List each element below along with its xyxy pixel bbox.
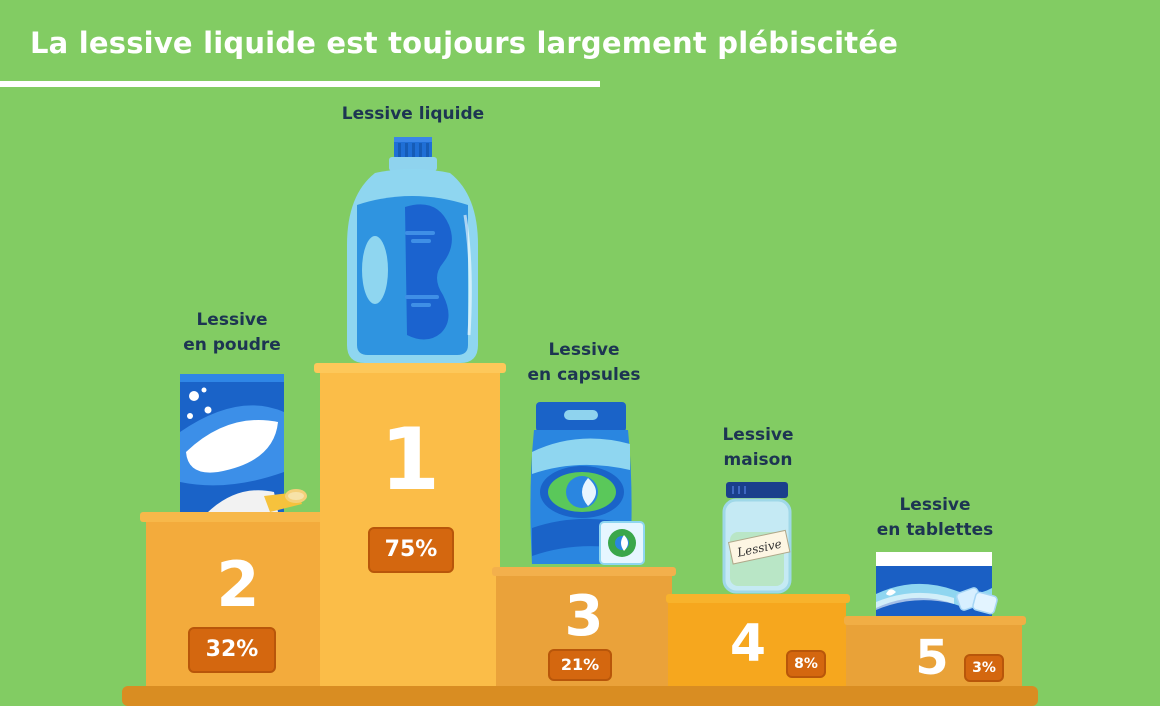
percent-badge-3: 21%	[548, 649, 612, 681]
rank-3: 3	[564, 584, 604, 649]
label-homemade-line1: Lessive	[722, 425, 794, 445]
podium-base	[122, 686, 1038, 706]
podium-step-5: 5 3%	[844, 616, 1026, 692]
rank-5: 5	[915, 630, 949, 686]
liquid-bottle-icon	[347, 137, 478, 363]
rank-2: 2	[216, 548, 260, 621]
podium-step-4-top	[666, 594, 850, 603]
podium-step-4: 4 8%	[666, 594, 850, 692]
label-powder: Lessive en poudre	[142, 308, 322, 358]
podium-step-1: 1 75%	[314, 363, 506, 693]
percent-badge-2: 32%	[188, 627, 276, 673]
podium-step-2: 2 32%	[140, 512, 336, 692]
rank-1: 1	[380, 410, 440, 510]
label-capsules-line1: Lessive	[548, 340, 620, 360]
rank-4: 4	[729, 614, 767, 674]
powder-box-icon	[180, 374, 307, 512]
podium-step-2-top	[140, 512, 336, 522]
percent-badge-5: 3%	[964, 654, 1004, 682]
capsule-bag-icon	[530, 402, 645, 565]
jar-icon: Lessive	[722, 482, 792, 594]
title-underline	[0, 81, 600, 87]
label-homemade-line2: maison	[723, 450, 793, 470]
podium-step-1-top	[314, 363, 506, 373]
label-tablets-line1: Lessive	[899, 495, 971, 515]
percent-badge-1: 75%	[368, 527, 454, 573]
tablet-box-icon	[876, 552, 998, 616]
page-title: La lessive liquide est toujours largemen…	[30, 26, 899, 60]
label-capsules-line2: en capsules	[527, 365, 641, 385]
label-liquid: Lessive liquide	[318, 102, 508, 127]
label-homemade: Lessive maison	[668, 423, 848, 473]
podium-step-3: 3 21%	[492, 567, 676, 692]
label-powder-line1: Lessive	[196, 310, 268, 330]
label-tablets-line2: en tablettes	[876, 520, 994, 540]
label-tablets: Lessive en tablettes	[845, 493, 1025, 543]
label-powder-line2: en poudre	[183, 335, 281, 355]
podium-step-5-top	[844, 616, 1026, 625]
percent-badge-4: 8%	[786, 650, 826, 678]
label-capsules: Lessive en capsules	[494, 338, 674, 388]
label-liquid-line1: Lessive liquide	[341, 104, 485, 124]
podium-step-3-top	[492, 567, 676, 576]
